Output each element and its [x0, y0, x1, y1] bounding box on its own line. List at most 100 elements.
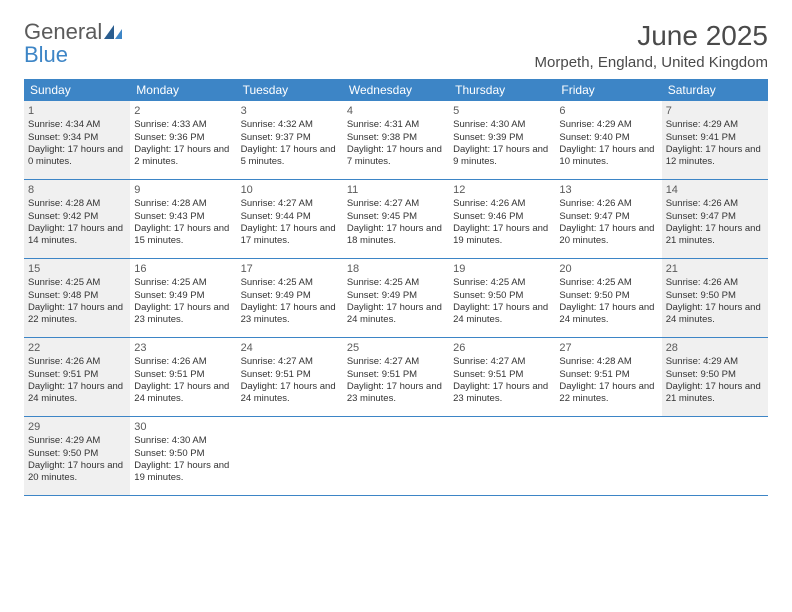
day-number: 30 [134, 420, 232, 434]
sunrise-text: Sunrise: 4:25 AM [28, 277, 126, 289]
sunset-text: Sunset: 9:46 PM [453, 211, 551, 223]
daylight-text: Daylight: 17 hours and 12 minutes. [666, 144, 764, 169]
sunset-text: Sunset: 9:47 PM [559, 211, 657, 223]
dow-cell: Thursday [449, 79, 555, 101]
sunrise-text: Sunrise: 4:27 AM [241, 198, 339, 210]
sunrise-text: Sunrise: 4:29 AM [666, 356, 764, 368]
sunrise-text: Sunrise: 4:28 AM [559, 356, 657, 368]
day-cell: 15Sunrise: 4:25 AMSunset: 9:48 PMDayligh… [24, 259, 130, 337]
sunset-text: Sunset: 9:50 PM [666, 369, 764, 381]
daylight-text: Daylight: 17 hours and 23 minutes. [134, 302, 232, 327]
day-cell: 13Sunrise: 4:26 AMSunset: 9:47 PMDayligh… [555, 180, 661, 258]
empty-cell [555, 417, 661, 495]
sunset-text: Sunset: 9:50 PM [666, 290, 764, 302]
week-row: 15Sunrise: 4:25 AMSunset: 9:48 PMDayligh… [24, 259, 768, 338]
day-number: 26 [453, 341, 551, 355]
location-text: Morpeth, England, United Kingdom [535, 54, 768, 71]
day-cell: 1Sunrise: 4:34 AMSunset: 9:34 PMDaylight… [24, 101, 130, 179]
sunset-text: Sunset: 9:49 PM [347, 290, 445, 302]
sunset-text: Sunset: 9:51 PM [134, 369, 232, 381]
calendar-grid: SundayMondayTuesdayWednesdayThursdayFrid… [24, 79, 768, 496]
day-cell: 30Sunrise: 4:30 AMSunset: 9:50 PMDayligh… [130, 417, 236, 495]
day-number: 21 [666, 262, 764, 276]
daylight-text: Daylight: 17 hours and 23 minutes. [453, 381, 551, 406]
day-cell: 28Sunrise: 4:29 AMSunset: 9:50 PMDayligh… [662, 338, 768, 416]
sunrise-text: Sunrise: 4:25 AM [241, 277, 339, 289]
daylight-text: Daylight: 17 hours and 14 minutes. [28, 223, 126, 248]
day-of-week-header: SundayMondayTuesdayWednesdayThursdayFrid… [24, 79, 768, 101]
sunrise-text: Sunrise: 4:28 AM [28, 198, 126, 210]
sunset-text: Sunset: 9:38 PM [347, 132, 445, 144]
sunrise-text: Sunrise: 4:34 AM [28, 119, 126, 131]
day-cell: 29Sunrise: 4:29 AMSunset: 9:50 PMDayligh… [24, 417, 130, 495]
daylight-text: Daylight: 17 hours and 22 minutes. [28, 302, 126, 327]
sunrise-text: Sunrise: 4:29 AM [559, 119, 657, 131]
day-number: 2 [134, 104, 232, 118]
day-number: 12 [453, 183, 551, 197]
day-number: 20 [559, 262, 657, 276]
week-row: 29Sunrise: 4:29 AMSunset: 9:50 PMDayligh… [24, 417, 768, 496]
sunrise-text: Sunrise: 4:30 AM [134, 435, 232, 447]
day-cell: 5Sunrise: 4:30 AMSunset: 9:39 PMDaylight… [449, 101, 555, 179]
daylight-text: Daylight: 17 hours and 24 minutes. [28, 381, 126, 406]
day-number: 27 [559, 341, 657, 355]
daylight-text: Daylight: 17 hours and 2 minutes. [134, 144, 232, 169]
dow-cell: Saturday [662, 79, 768, 101]
day-cell: 20Sunrise: 4:25 AMSunset: 9:50 PMDayligh… [555, 259, 661, 337]
sunrise-text: Sunrise: 4:29 AM [666, 119, 764, 131]
sunrise-text: Sunrise: 4:25 AM [134, 277, 232, 289]
sunset-text: Sunset: 9:51 PM [559, 369, 657, 381]
week-row: 8Sunrise: 4:28 AMSunset: 9:42 PMDaylight… [24, 180, 768, 259]
sunrise-text: Sunrise: 4:26 AM [28, 356, 126, 368]
sunrise-text: Sunrise: 4:27 AM [453, 356, 551, 368]
dow-cell: Sunday [24, 79, 130, 101]
sunrise-text: Sunrise: 4:27 AM [241, 356, 339, 368]
day-number: 15 [28, 262, 126, 276]
daylight-text: Daylight: 17 hours and 23 minutes. [241, 302, 339, 327]
day-number: 7 [666, 104, 764, 118]
sunset-text: Sunset: 9:49 PM [134, 290, 232, 302]
sunset-text: Sunset: 9:50 PM [453, 290, 551, 302]
day-number: 13 [559, 183, 657, 197]
daylight-text: Daylight: 17 hours and 21 minutes. [666, 223, 764, 248]
dow-cell: Tuesday [237, 79, 343, 101]
dow-cell: Wednesday [343, 79, 449, 101]
sunset-text: Sunset: 9:51 PM [241, 369, 339, 381]
day-cell: 14Sunrise: 4:26 AMSunset: 9:47 PMDayligh… [662, 180, 768, 258]
sunset-text: Sunset: 9:37 PM [241, 132, 339, 144]
sunset-text: Sunset: 9:40 PM [559, 132, 657, 144]
sunrise-text: Sunrise: 4:28 AM [134, 198, 232, 210]
day-cell: 9Sunrise: 4:28 AMSunset: 9:43 PMDaylight… [130, 180, 236, 258]
day-cell: 19Sunrise: 4:25 AMSunset: 9:50 PMDayligh… [449, 259, 555, 337]
sunset-text: Sunset: 9:48 PM [28, 290, 126, 302]
sunrise-text: Sunrise: 4:25 AM [559, 277, 657, 289]
dow-cell: Friday [555, 79, 661, 101]
sunrise-text: Sunrise: 4:27 AM [347, 356, 445, 368]
sunset-text: Sunset: 9:47 PM [666, 211, 764, 223]
sunrise-text: Sunrise: 4:30 AM [453, 119, 551, 131]
day-cell: 18Sunrise: 4:25 AMSunset: 9:49 PMDayligh… [343, 259, 449, 337]
logo-text: General Blue [24, 20, 122, 66]
day-cell: 10Sunrise: 4:27 AMSunset: 9:44 PMDayligh… [237, 180, 343, 258]
day-number: 16 [134, 262, 232, 276]
sunrise-text: Sunrise: 4:26 AM [453, 198, 551, 210]
day-number: 17 [241, 262, 339, 276]
daylight-text: Daylight: 17 hours and 19 minutes. [134, 460, 232, 485]
week-row: 1Sunrise: 4:34 AMSunset: 9:34 PMDaylight… [24, 101, 768, 180]
week-row: 22Sunrise: 4:26 AMSunset: 9:51 PMDayligh… [24, 338, 768, 417]
sunrise-text: Sunrise: 4:29 AM [28, 435, 126, 447]
dow-cell: Monday [130, 79, 236, 101]
day-number: 8 [28, 183, 126, 197]
day-cell: 17Sunrise: 4:25 AMSunset: 9:49 PMDayligh… [237, 259, 343, 337]
sunset-text: Sunset: 9:42 PM [28, 211, 126, 223]
day-number: 3 [241, 104, 339, 118]
day-number: 4 [347, 104, 445, 118]
daylight-text: Daylight: 17 hours and 24 minutes. [134, 381, 232, 406]
day-number: 24 [241, 341, 339, 355]
day-cell: 24Sunrise: 4:27 AMSunset: 9:51 PMDayligh… [237, 338, 343, 416]
daylight-text: Daylight: 17 hours and 24 minutes. [559, 302, 657, 327]
day-cell: 7Sunrise: 4:29 AMSunset: 9:41 PMDaylight… [662, 101, 768, 179]
day-number: 11 [347, 183, 445, 197]
calendar-page: General Blue June 2025 Morpeth, England,… [0, 0, 792, 516]
daylight-text: Daylight: 17 hours and 17 minutes. [241, 223, 339, 248]
